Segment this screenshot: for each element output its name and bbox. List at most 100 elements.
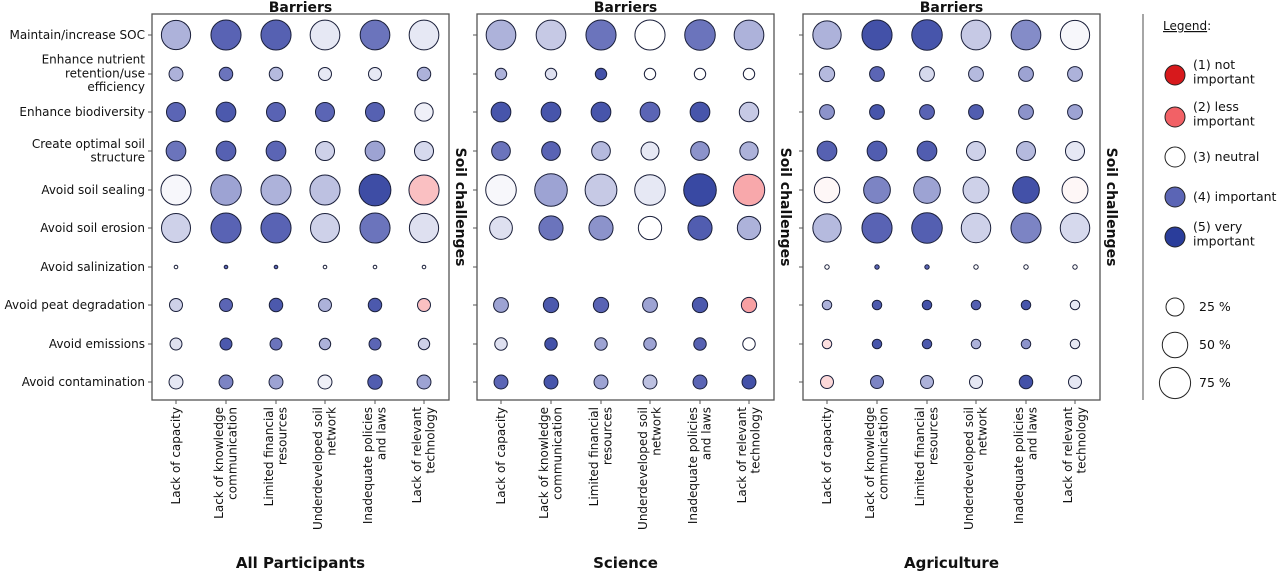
bubble bbox=[1069, 299, 1081, 311]
bubble bbox=[535, 19, 567, 51]
bubble bbox=[594, 337, 608, 351]
bubble bbox=[741, 374, 757, 390]
bubble bbox=[1010, 212, 1042, 244]
y-axis-title: Soil challenges bbox=[452, 148, 468, 267]
bubble bbox=[585, 19, 617, 51]
bubble bbox=[268, 66, 284, 82]
x-tick-label: Inadequate policiesand laws bbox=[686, 407, 714, 524]
bubble bbox=[820, 375, 834, 389]
panel-frame bbox=[151, 13, 450, 401]
bubble bbox=[540, 101, 562, 123]
bubble bbox=[273, 264, 279, 270]
bubble bbox=[732, 173, 766, 207]
bubble bbox=[543, 374, 559, 390]
bubble bbox=[970, 299, 982, 311]
bubble bbox=[408, 212, 440, 244]
x-tick-label: Limited financialresources bbox=[913, 407, 941, 506]
bubble bbox=[372, 264, 378, 270]
bubble bbox=[683, 173, 717, 207]
legend-color-label: (5) very important bbox=[1193, 219, 1255, 248]
bubble bbox=[268, 374, 284, 390]
legend-size-swatch bbox=[1158, 366, 1192, 400]
bubble bbox=[364, 101, 386, 123]
bubble bbox=[215, 140, 237, 162]
bubble bbox=[168, 374, 184, 390]
bubble bbox=[592, 296, 610, 314]
y-tick-label: Avoid soil erosion bbox=[40, 221, 145, 235]
bubble bbox=[359, 19, 391, 51]
bubble bbox=[693, 67, 707, 81]
legend-size-swatch bbox=[1161, 331, 1189, 359]
bubble bbox=[871, 299, 883, 311]
legend-color-swatch bbox=[1164, 106, 1186, 128]
bubble bbox=[634, 174, 666, 206]
bubble bbox=[490, 101, 512, 123]
bubble bbox=[1059, 19, 1091, 51]
bubble bbox=[169, 337, 183, 351]
bubble bbox=[218, 374, 234, 390]
bubble bbox=[1064, 140, 1086, 162]
bubble bbox=[1018, 66, 1034, 82]
bubble bbox=[874, 264, 880, 270]
legend-color-swatch bbox=[1164, 186, 1186, 208]
bubble bbox=[416, 66, 432, 82]
bubble bbox=[739, 141, 759, 161]
bubble bbox=[173, 264, 179, 270]
bubble bbox=[968, 104, 984, 120]
bubble bbox=[643, 67, 657, 81]
panel-frame bbox=[802, 13, 1101, 401]
bubble bbox=[265, 140, 287, 162]
bubble bbox=[322, 264, 328, 270]
bubble bbox=[1067, 66, 1083, 82]
x-tick-label-group: Limited financialresources bbox=[913, 407, 941, 506]
legend-color-swatch bbox=[1164, 64, 1186, 86]
bubble bbox=[870, 375, 884, 389]
bubble bbox=[210, 212, 242, 244]
bubble bbox=[318, 337, 332, 351]
bubble bbox=[165, 101, 187, 123]
bubble bbox=[687, 215, 713, 241]
x-tick-label-group: Inadequate policiesand laws bbox=[1012, 407, 1040, 524]
legend: Legend: (1) not important (2) less important… bbox=[1142, 14, 1277, 400]
bubble bbox=[742, 67, 756, 81]
bubble bbox=[593, 374, 609, 390]
bubble bbox=[692, 374, 708, 390]
bubble bbox=[866, 140, 888, 162]
x-tick-label-group: Lack of knowledgecommunication bbox=[212, 407, 240, 519]
bubble bbox=[1067, 104, 1083, 120]
panel-title: Agriculture bbox=[904, 554, 999, 572]
bubble bbox=[684, 19, 716, 51]
bubble bbox=[742, 337, 756, 351]
bubble bbox=[969, 375, 983, 389]
x-tick-label-group: Lack of capacity bbox=[820, 407, 834, 504]
bubble bbox=[1061, 176, 1089, 204]
y-tick-label: Enhance nutrient retention/use efficiency bbox=[42, 53, 146, 95]
x-tick-label-group: Underdeveloped soilnetwork bbox=[962, 407, 990, 530]
y-tick-label: Create optimal soil structure bbox=[32, 137, 145, 165]
bubble bbox=[309, 212, 341, 244]
bubble bbox=[218, 66, 234, 82]
bubble bbox=[861, 19, 893, 51]
x-tick-label: Underdeveloped soilnetwork bbox=[311, 407, 339, 530]
x-tick-label-group: Lack of capacity bbox=[494, 407, 508, 504]
bubble bbox=[485, 19, 517, 51]
bubble bbox=[223, 264, 229, 270]
x-tick-label-group: Underdeveloped soilnetwork bbox=[636, 407, 664, 530]
y-tick-label: Avoid salinization bbox=[40, 260, 145, 274]
bubble bbox=[689, 101, 711, 123]
y-tick-label: Avoid contamination bbox=[22, 375, 145, 389]
bubble bbox=[642, 374, 658, 390]
bubble bbox=[414, 102, 434, 122]
bubble bbox=[812, 213, 842, 243]
legend-size-label: 50 % bbox=[1199, 337, 1231, 352]
bubble bbox=[973, 264, 979, 270]
bubble bbox=[368, 337, 382, 351]
bubble bbox=[309, 174, 341, 206]
bubble bbox=[260, 174, 292, 206]
bubble bbox=[919, 104, 935, 120]
bubble bbox=[314, 101, 336, 123]
bubble bbox=[968, 66, 984, 82]
bubble bbox=[639, 101, 661, 123]
x-tick-label: Limited financialresources bbox=[587, 407, 615, 506]
bubble bbox=[215, 101, 237, 123]
